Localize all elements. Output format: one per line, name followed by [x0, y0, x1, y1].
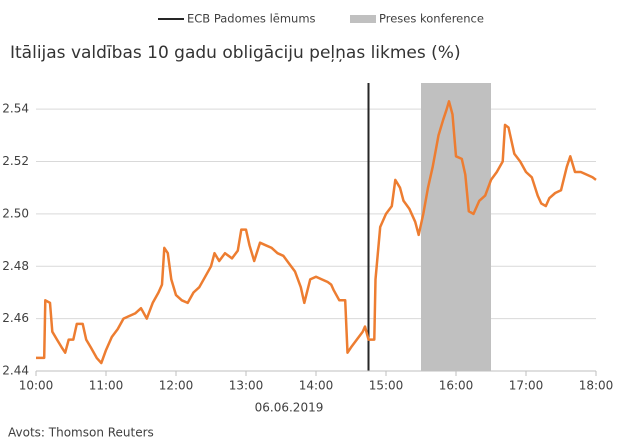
- legend-label: ECB Padomes lēmums: [187, 12, 316, 26]
- x-tick-label: 10:00: [19, 379, 54, 393]
- y-tick-label: 2.50: [2, 206, 29, 220]
- x-tick-label: 13:00: [229, 379, 264, 393]
- x-tick-label: 16:00: [439, 379, 474, 393]
- y-tick-label: 2.54: [2, 102, 29, 116]
- y-tick-label: 2.48: [2, 259, 29, 273]
- x-tick-label: 15:00: [369, 379, 404, 393]
- press-conference-band: [421, 83, 491, 371]
- data-line: [36, 100, 597, 365]
- x-tick-label: 12:00: [159, 379, 194, 393]
- x-tick-label: 11:00: [89, 379, 124, 393]
- x-tick-label: 18:00: [579, 379, 614, 393]
- y-tick-label: 2.46: [2, 311, 29, 325]
- x-axis-label: 06.06.2019: [255, 401, 324, 415]
- x-tick-label: 17:00: [509, 379, 544, 393]
- legend-label: Preses konference: [379, 12, 484, 26]
- source: Avots: Thomson Reuters: [8, 426, 154, 440]
- y-tick-label: 2.44: [2, 364, 29, 378]
- y-tick-label: 2.52: [2, 154, 29, 168]
- chart-title: Itālijas valdības 10 gadu obligāciju peļ…: [10, 43, 461, 63]
- x-tick-label: 14:00: [299, 379, 334, 393]
